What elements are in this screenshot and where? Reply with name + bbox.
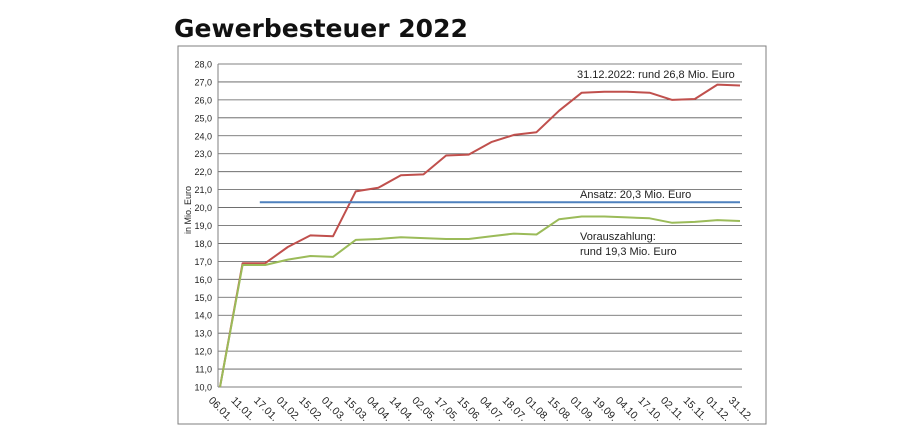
y-tick-label: 21,0 [194,185,212,195]
y-tick-label: 18,0 [194,239,212,249]
y-tick-label: 23,0 [194,149,212,159]
y-axis-label: in Mio. Euro [183,186,193,234]
annotation-ansatz: Ansatz: 20,3 Mio. Euro [580,189,691,201]
y-tick-label: 17,0 [194,257,212,267]
y-tick-label: 28,0 [194,60,212,70]
y-tick-label: 11,0 [195,365,212,375]
y-tick-label: 27,0 [194,77,212,87]
y-tick-label: 22,0 [194,167,212,177]
y-tick-label: 25,0 [194,113,212,123]
y-tick-label: 14,0 [194,311,212,321]
y-tick-label: 19,0 [194,221,212,231]
page-title: Gewerbesteuer 2022 [174,14,468,43]
y-tick-label: 20,0 [194,203,212,213]
y-tick-label: 13,0 [194,329,212,339]
grid-lines [218,63,742,388]
axes [217,64,742,388]
y-tick-label: 10,0 [194,383,212,393]
series-lines [219,83,741,388]
y-tick-label: 15,0 [194,293,212,303]
y-tick-label: 24,0 [194,131,212,141]
annotation-vorauszahlung: Vorauszahlung: [580,231,656,243]
y-tick-label: 26,0 [194,95,212,105]
annotation-vorauszahlung-value: rund 19,3 Mio. Euro [580,246,677,258]
annotation-total: 31.12.2022: rund 26,8 Mio. Euro [577,69,735,81]
series-line-1 [219,83,741,388]
series-line-3 [219,215,741,388]
y-tick-label: 16,0 [194,275,212,285]
y-tick-label: 12,0 [194,347,212,357]
plot-frame [177,45,767,425]
y-tick-labels: 10,0 11,0 12,0 13,0 14,0 15,0 16,0 17,0 18,0 19,0… [194,60,212,393]
